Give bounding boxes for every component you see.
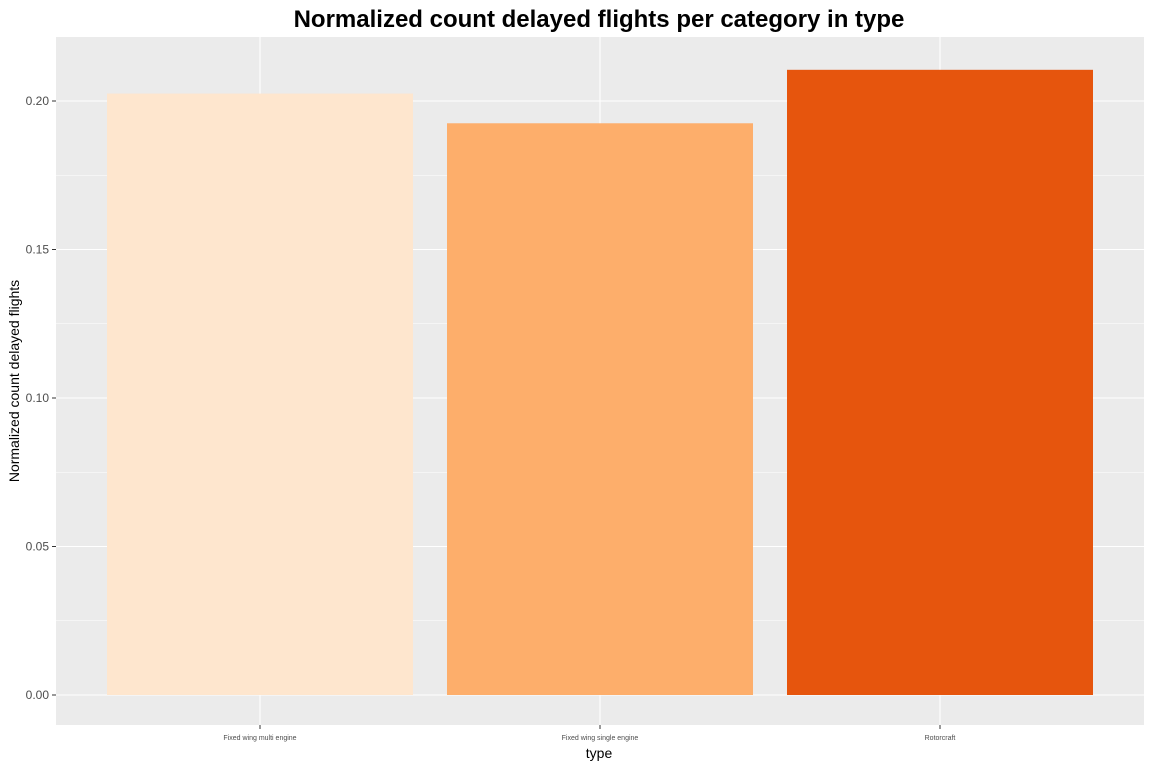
x-tick-label: Rotorcraft xyxy=(925,735,956,742)
x-tick-label: Fixed wing multi engine xyxy=(223,735,296,742)
bars xyxy=(107,69,1093,695)
y-tick-label: 0.20 xyxy=(26,94,50,108)
chart-title: Normalized count delayed flights per cat… xyxy=(294,6,905,33)
bar-3 xyxy=(787,69,1093,695)
bar-2 xyxy=(447,123,753,695)
y-tick-label: 0.00 xyxy=(26,688,50,702)
y-tick-label: 0.15 xyxy=(26,243,50,257)
y-tick-label: 0.10 xyxy=(26,391,50,405)
bar-1 xyxy=(107,93,413,695)
y-axis: 0.00 0.05 0.10 0.15 0.20 xyxy=(26,94,56,702)
y-axis-title: Normalized count delayed flights xyxy=(6,280,22,482)
x-axis-title: type xyxy=(586,745,613,761)
x-tick-label: Fixed wing single engine xyxy=(562,735,639,742)
x-axis: Fixed wing multi engine Fixed wing single… xyxy=(223,725,955,742)
y-tick-label: 0.05 xyxy=(26,540,50,554)
